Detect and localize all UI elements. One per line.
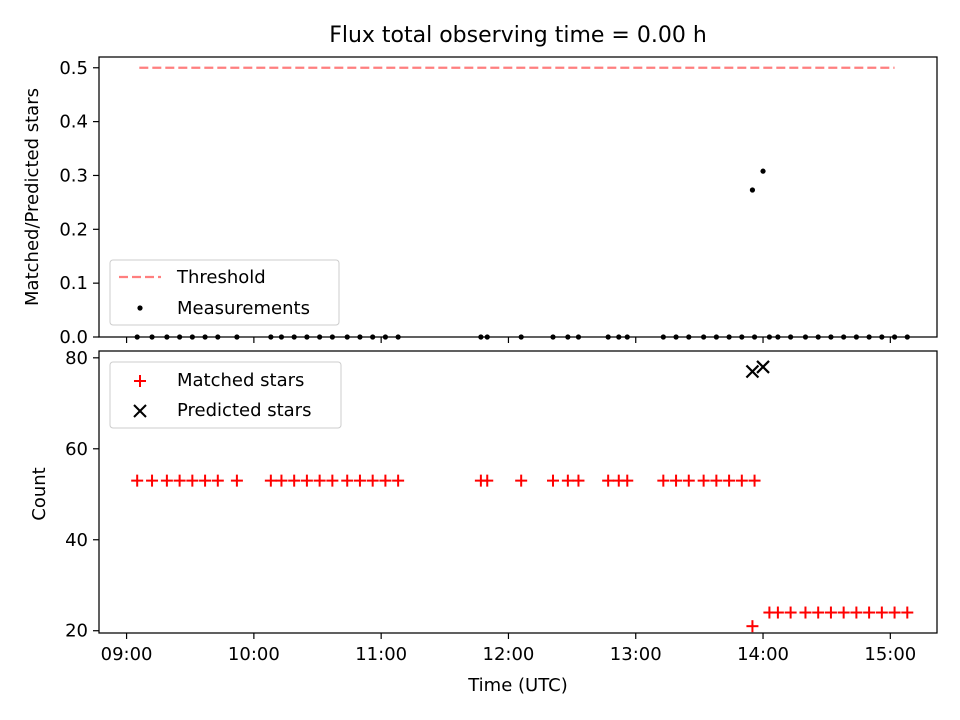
bottom-y-axis: 20 40 60 80 [65,348,99,642]
bottom-y-tick-label: 40 [65,530,88,551]
predicted-stars-legend-marker [133,404,147,418]
bottom-y-tick-label: 80 [65,348,88,369]
bottom-x-tick-label: 10:00 [228,644,280,665]
matched-star-point [481,474,494,487]
bottom-y-tick-label: 20 [65,621,88,642]
matched-star-point [784,606,797,619]
bottom-axes-frame [98,350,938,634]
matched-star-point [326,474,339,487]
matched-star-point [288,474,301,487]
matched-star-point [199,474,212,487]
top-y-tick-label: 0.4 [59,112,88,133]
matched-star-point [341,474,354,487]
matched-star-point [888,606,901,619]
matched-star-point [771,606,784,619]
matched-star-point [211,474,224,487]
matched-star-point [173,474,186,487]
top-legend-box [109,259,340,326]
matched-star-point [697,474,710,487]
matched-star-point [547,474,560,487]
top-y-tick-label: 0.1 [59,273,88,294]
matched-star-point [748,474,761,487]
matched-star-point [621,474,634,487]
matched-star-point [850,606,863,619]
matched-star-point [515,474,528,487]
predicted-star-point [745,364,760,379]
matched-star-point [746,620,759,633]
matched-star-point [146,474,159,487]
predicted-star-point [756,360,770,374]
top-y-axis: 0.0 0.1 0.2 0.3 0.4 0.5 [59,58,99,348]
top-panel: 0.0 0.1 0.2 0.3 0.4 0.5 Matched/Predicted sta… [22,56,938,348]
matched-star-point [392,474,405,487]
bottom-y-tick-label: 60 [65,439,88,460]
bottom-legend: Matched stars Predicted stars [109,361,342,429]
top-y-tick-label: 0.2 [59,219,88,240]
chart-title: Flux total observing time = 0.00 h [329,23,707,48]
matched-star-point [799,606,812,619]
matched-star-point [682,474,695,487]
measurement-point [760,168,766,174]
matched-star-point [572,474,585,487]
matched-star-point [379,474,392,487]
matched-star-point [275,474,288,487]
matched-stars-legend-marker [134,375,146,387]
matched-star-point [300,474,313,487]
predicted-stars-legend-label: Predicted stars [177,400,311,421]
top-x-axis [125,337,891,343]
bottom-x-tick-label: 14:00 [737,644,789,665]
bottom-panel: 20 40 60 80 09:00 10:00 11:00 12:00 13:00 14:00 1… [29,348,938,696]
matched-star-point [812,606,825,619]
matched-star-point [735,474,748,487]
measurements-legend-marker [137,305,143,311]
bottom-x-axis: 09:00 10:00 11:00 12:00 13:00 14:00 15:00 [101,633,916,665]
top-legend: Threshold Measurements [109,259,340,326]
bottom-y-axis-label: Count [29,467,50,520]
top-axes-frame [98,56,938,338]
measurements-legend-label: Measurements [177,298,310,319]
bottom-x-tick-label: 15:00 [864,644,916,665]
matched-star-point [186,474,199,487]
matched-star-point [602,474,615,487]
bottom-x-tick-label: 12:00 [483,644,535,665]
matched-star-point [723,474,736,487]
measurement-point [749,187,756,193]
matched-stars-legend-label: Matched stars [177,370,304,391]
matched-star-point [264,474,277,487]
matched-star-point [230,474,243,487]
matched-star-point [657,474,670,487]
matched-star-point [875,606,888,619]
matched-star-point [313,474,326,487]
matched-star-point [670,474,683,487]
bottom-x-tick-label: 09:00 [101,644,153,665]
matched-star-point [160,474,173,487]
matched-star-point [824,606,837,619]
matched-star-point [131,474,144,487]
threshold-legend-label: Threshold [176,267,266,288]
x-axis-label: Time (UTC) [467,675,568,696]
matched-star-point [561,474,574,487]
top-y-tick-label: 0.0 [59,327,88,348]
bottom-plot-area [131,360,914,633]
top-y-axis-label: Matched/Predicted stars [22,88,43,306]
matched-star-point [837,606,850,619]
matched-star-point [863,606,876,619]
matched-star-point [901,606,914,619]
matched-star-point [353,474,366,487]
top-y-tick-label: 0.3 [59,165,88,186]
bottom-legend-box [109,361,342,429]
bottom-x-tick-label: 13:00 [610,644,662,665]
matched-star-point [710,474,723,487]
matched-star-point [366,474,379,487]
top-y-tick-label: 0.5 [59,58,88,79]
bottom-x-tick-label: 11:00 [355,644,407,665]
